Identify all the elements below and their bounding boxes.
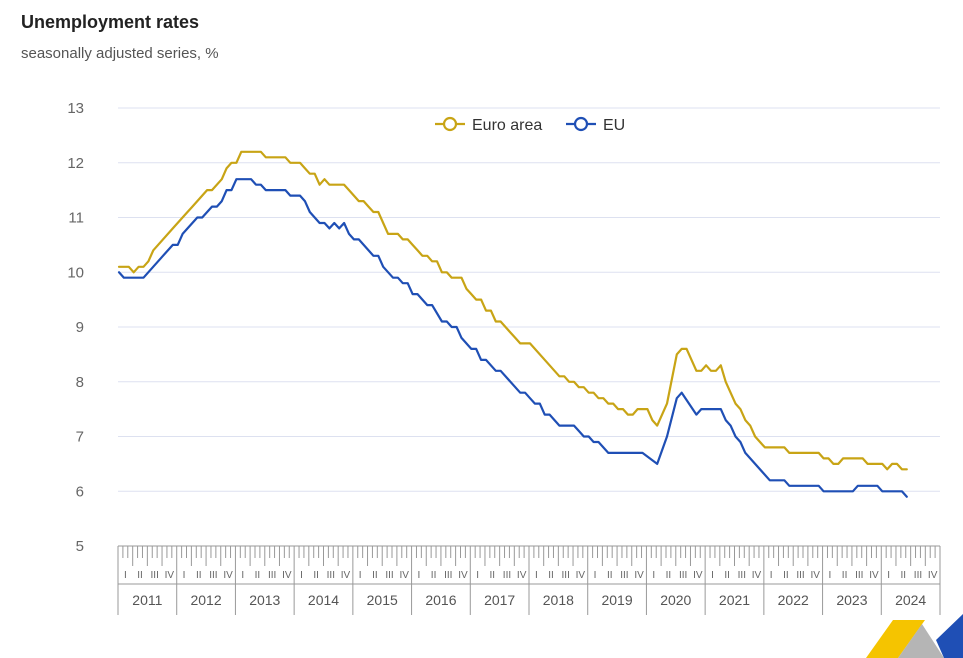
quarter-label: I (476, 570, 479, 581)
quarter-label: IV (811, 570, 821, 581)
logo-grey-shape (898, 624, 944, 658)
year-label: 2015 (367, 592, 398, 608)
quarter-label: III (738, 570, 746, 581)
legend-item-eu[interactable]: EU (566, 116, 625, 134)
quarter-label: IV (517, 570, 527, 581)
quarter-label: III (385, 570, 393, 581)
quarter-label: III (444, 570, 452, 581)
quarter-label: I (359, 570, 362, 581)
quarter-label: III (562, 570, 570, 581)
quarter-label: IV (341, 570, 351, 581)
year-label: 2023 (836, 592, 867, 608)
y-tick-label: 11 (68, 210, 84, 227)
year-label: 2014 (308, 592, 339, 608)
quarter-label: IV (693, 570, 703, 581)
quarter-label: III (796, 570, 804, 581)
quarter-label: III (914, 570, 922, 581)
series-line-eu[interactable] (117, 178, 908, 498)
quarter-label: IV (576, 570, 586, 581)
quarter-label: III (268, 570, 276, 581)
logo-blue-shape (936, 614, 963, 658)
year-label: 2020 (660, 592, 691, 608)
gridlines (118, 107, 940, 492)
quarter-label: IV (869, 570, 879, 581)
quarter-label: IV (223, 570, 233, 581)
quarter-label: I (300, 570, 303, 581)
quarter-label: IV (400, 570, 410, 581)
quarter-label: II (901, 570, 907, 581)
quarter-label: I (770, 570, 773, 581)
quarter-label: III (620, 570, 628, 581)
year-label: 2016 (425, 592, 456, 608)
legend-marker-icon (573, 116, 589, 132)
quarter-label: I (887, 570, 890, 581)
quarter-label: III (327, 570, 335, 581)
quarter-label: II (490, 570, 496, 581)
quarter-label: I (241, 570, 244, 581)
legend-marker-icon (442, 116, 458, 132)
quarter-label: II (255, 570, 261, 581)
quarter-label: II (842, 570, 848, 581)
year-label: 2024 (895, 592, 926, 608)
y-tick-label: 13 (67, 100, 84, 117)
year-label: 2018 (543, 592, 574, 608)
year-label: 2013 (249, 592, 280, 608)
quarter-label: IV (165, 570, 175, 581)
legend-item-euro-area[interactable]: Euro area (435, 116, 542, 134)
quarter-label: III (151, 570, 159, 581)
y-tick-label: 8 (76, 374, 84, 391)
quarter-label: II (607, 570, 613, 581)
quarter-label: II (548, 570, 554, 581)
legend-label: EU (603, 117, 625, 134)
year-label: 2019 (601, 592, 632, 608)
quarter-label: II (372, 570, 378, 581)
series-lines (117, 150, 908, 498)
quarter-label: IV (282, 570, 292, 581)
y-tick-label: 7 (76, 429, 84, 446)
y-axis-ticks: 5 6 7 8 9 10 11 12 13 (67, 100, 84, 555)
quarter-label: III (855, 570, 863, 581)
y-tick-label: 6 (76, 483, 84, 500)
quarter-label: I (183, 570, 186, 581)
quarter-label: IV (458, 570, 468, 581)
quarter-label: II (783, 570, 789, 581)
quarter-label: I (829, 570, 832, 581)
year-label: 2017 (484, 592, 515, 608)
quarter-label: II (724, 570, 730, 581)
year-label: 2012 (190, 592, 221, 608)
logo-yellow-shape (866, 620, 925, 658)
quarter-label: III (209, 570, 217, 581)
y-tick-label: 5 (76, 538, 84, 555)
quarter-label: I (711, 570, 714, 581)
quarter-label: I (594, 570, 597, 581)
quarter-label: I (535, 570, 538, 581)
year-label: 2021 (719, 592, 750, 608)
quarter-label: IV (752, 570, 762, 581)
quarter-label: I (418, 570, 421, 581)
legend: Euro area EU (435, 116, 625, 134)
legend-label: Euro area (472, 117, 542, 134)
y-tick-label: 12 (67, 155, 84, 172)
y-tick-label: 9 (76, 319, 84, 336)
quarter-label: IV (634, 570, 644, 581)
quarter-label: IV (928, 570, 938, 581)
quarter-label: I (124, 570, 127, 581)
quarter-label: I (652, 570, 655, 581)
year-label: 2022 (778, 592, 809, 608)
quarter-label: III (679, 570, 687, 581)
quarter-label: III (503, 570, 511, 581)
quarter-label: II (666, 570, 672, 581)
series-line-euro-area[interactable] (117, 150, 908, 471)
year-label: 2011 (132, 592, 162, 608)
quarter-label: II (313, 570, 319, 581)
quarter-label: II (196, 570, 202, 581)
chart-title: Unemployment rates (21, 12, 200, 32)
y-tick-label: 10 (67, 264, 84, 281)
quarter-label: II (431, 570, 437, 581)
chart-subtitle: seasonally adjusted series, % (21, 45, 219, 62)
logo (866, 614, 963, 658)
quarter-label: II (137, 570, 143, 581)
